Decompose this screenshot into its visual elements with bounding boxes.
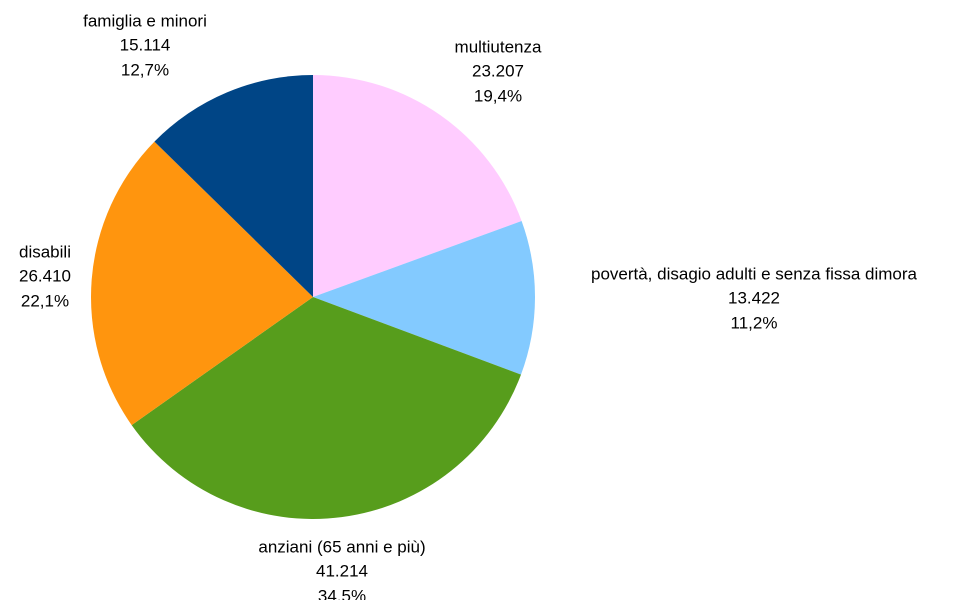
pie-slice [154, 75, 313, 297]
slice-value: 26.410 [19, 266, 71, 285]
pie-slice [91, 141, 313, 426]
slice-value: 13.422 [728, 288, 780, 307]
slice-label: disabili [19, 242, 71, 261]
slice-percent: 11,2% [731, 313, 778, 332]
slice-percent: 12,7% [121, 60, 169, 79]
slice-label: famiglia e minori [83, 11, 207, 30]
slice-percent: 22,1% [21, 291, 69, 310]
pie-slice [313, 221, 535, 375]
slice-label: povertà, disagio adulti e senza fissa di… [591, 264, 918, 283]
slice-label: anziani (65 anni e più) [258, 537, 425, 556]
slice-value: 41.214 [316, 561, 368, 580]
slice-percent: 34,5% [318, 586, 366, 600]
slice-percent: 19,4% [474, 86, 522, 105]
slice-value: 23.207 [472, 61, 524, 80]
pie-slice [131, 297, 521, 519]
pie-slice [313, 75, 522, 297]
slice-label: multiutenza [455, 37, 542, 56]
slice-value: 15.114 [120, 35, 171, 54]
